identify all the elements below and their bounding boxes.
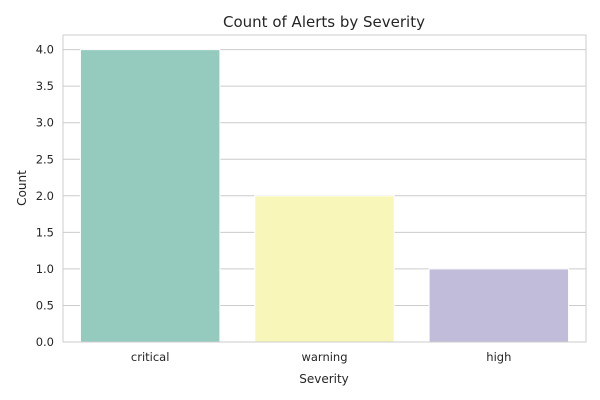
plot-frame [62,34,587,343]
bars-layer [79,49,570,343]
bar-critical [79,49,221,343]
x-tick-label: warning [301,350,347,364]
y-tick-label: 1.5 [36,225,54,239]
x-tick-labels: critical warning high [131,350,511,364]
x-tick-label: critical [131,350,170,364]
x-axis-label: Severity [299,372,349,386]
bar-high [428,268,570,343]
y-tick-label: 3.0 [36,116,54,130]
y-axis-label: Count [15,170,29,206]
y-tick-label: 1.0 [36,262,54,276]
y-tick-labels: 0.0 0.5 1.0 1.5 2.0 2.5 3.0 3.5 4.0 [36,43,54,349]
chart-title: Count of Alerts by Severity [223,13,425,31]
y-tick-label: 3.5 [36,79,54,93]
y-tick-label: 2.5 [36,152,54,166]
y-tick-label: 4.0 [36,43,54,57]
y-tick-label: 0.5 [36,298,54,312]
y-tick-label: 0.0 [36,335,54,349]
x-tick-label: high [486,350,511,364]
y-tick-label: 2.0 [36,189,54,203]
bar-warning [254,195,395,343]
